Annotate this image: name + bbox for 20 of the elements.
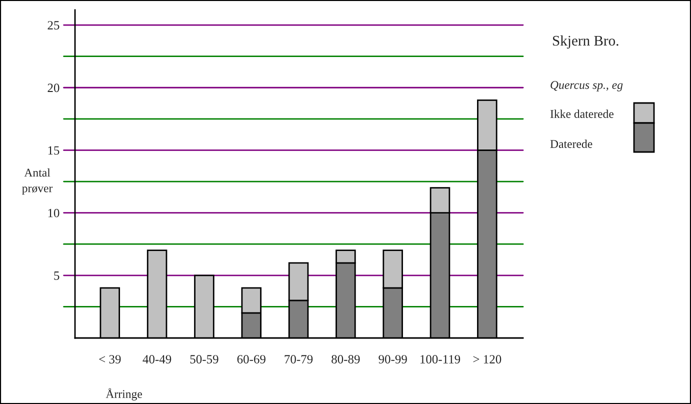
- x-tick-label: > 120: [473, 355, 502, 364]
- x-tick-label: 60-69: [237, 355, 266, 364]
- y-axis-title: Antal prøver: [22, 168, 53, 195]
- y-tick-label: 10: [48, 208, 60, 218]
- y-tick-label: 15: [48, 146, 60, 155]
- x-tick-label: 100-119: [420, 355, 460, 364]
- x-tick-label: < 39: [99, 355, 121, 364]
- y-tick-label: 20: [48, 84, 60, 92]
- x-tick-label: 50-59: [190, 355, 218, 364]
- y-tick-label: 25: [48, 21, 60, 30]
- x-tick-label: 40-49: [142, 355, 172, 364]
- text: Skjern Bro.: [552, 35, 618, 49]
- legend-label: Ikke daterede: [550, 110, 614, 118]
- text: Daterede: [550, 140, 592, 148]
- y-tick-label: 5: [54, 272, 60, 280]
- text: Quercus sp., eg: [550, 81, 623, 92]
- x-tick-label: 70-79: [284, 355, 313, 364]
- x-tick-label: 90-99: [378, 355, 407, 364]
- x-tick-label: 80-89: [332, 355, 360, 364]
- x-axis-title: Årringe: [106, 388, 142, 400]
